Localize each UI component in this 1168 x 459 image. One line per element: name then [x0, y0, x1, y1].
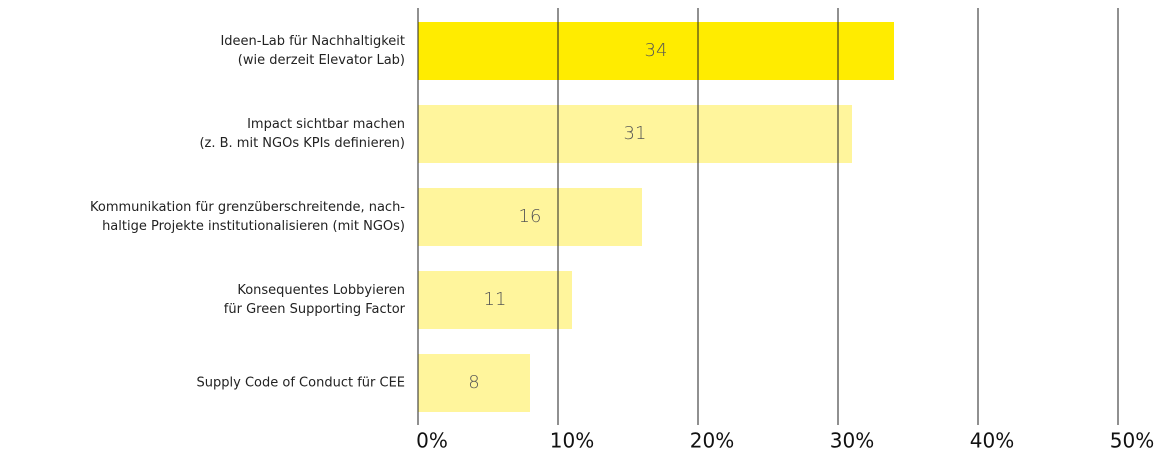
bar: [418, 188, 642, 246]
data-label: 16: [519, 206, 542, 227]
x-tick-label: 50%: [1110, 429, 1154, 453]
category-label: haltige Projekte institutionalisieren (m…: [102, 219, 405, 234]
category-label: (z. B. mit NGOs KPIs definieren): [199, 136, 405, 151]
bar: [418, 354, 530, 412]
category-label: Kommunikation für grenzüberschreitende, …: [90, 200, 405, 215]
x-tick-label: 40%: [970, 429, 1014, 453]
category-label: Konsequentes Lobbyieren: [237, 283, 405, 298]
data-label: 11: [484, 289, 507, 310]
category-label: (wie derzeit Elevator Lab): [238, 53, 405, 68]
category-label: für Green Supporting Factor: [224, 302, 406, 317]
x-tick-label: 10%: [550, 429, 594, 453]
x-tick-label: 20%: [690, 429, 734, 453]
data-label: 34: [645, 40, 668, 61]
x-tick-label: 30%: [830, 429, 874, 453]
bar: [418, 22, 894, 80]
data-label: 8: [468, 372, 479, 393]
data-label: 31: [624, 123, 647, 144]
category-label: Supply Code of Conduct für CEE: [197, 376, 405, 391]
category-label: Ideen-Lab für Nachhaltigkeit: [220, 34, 405, 49]
category-label: Impact sichtbar machen: [247, 117, 405, 132]
bar: [418, 105, 852, 163]
x-tick-label: 0%: [416, 429, 448, 453]
bar: [418, 271, 572, 329]
